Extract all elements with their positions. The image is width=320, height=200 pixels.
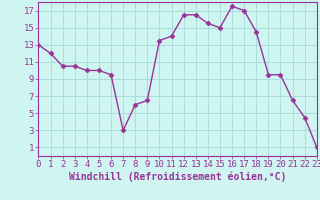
X-axis label: Windchill (Refroidissement éolien,°C): Windchill (Refroidissement éolien,°C) [69, 172, 286, 182]
